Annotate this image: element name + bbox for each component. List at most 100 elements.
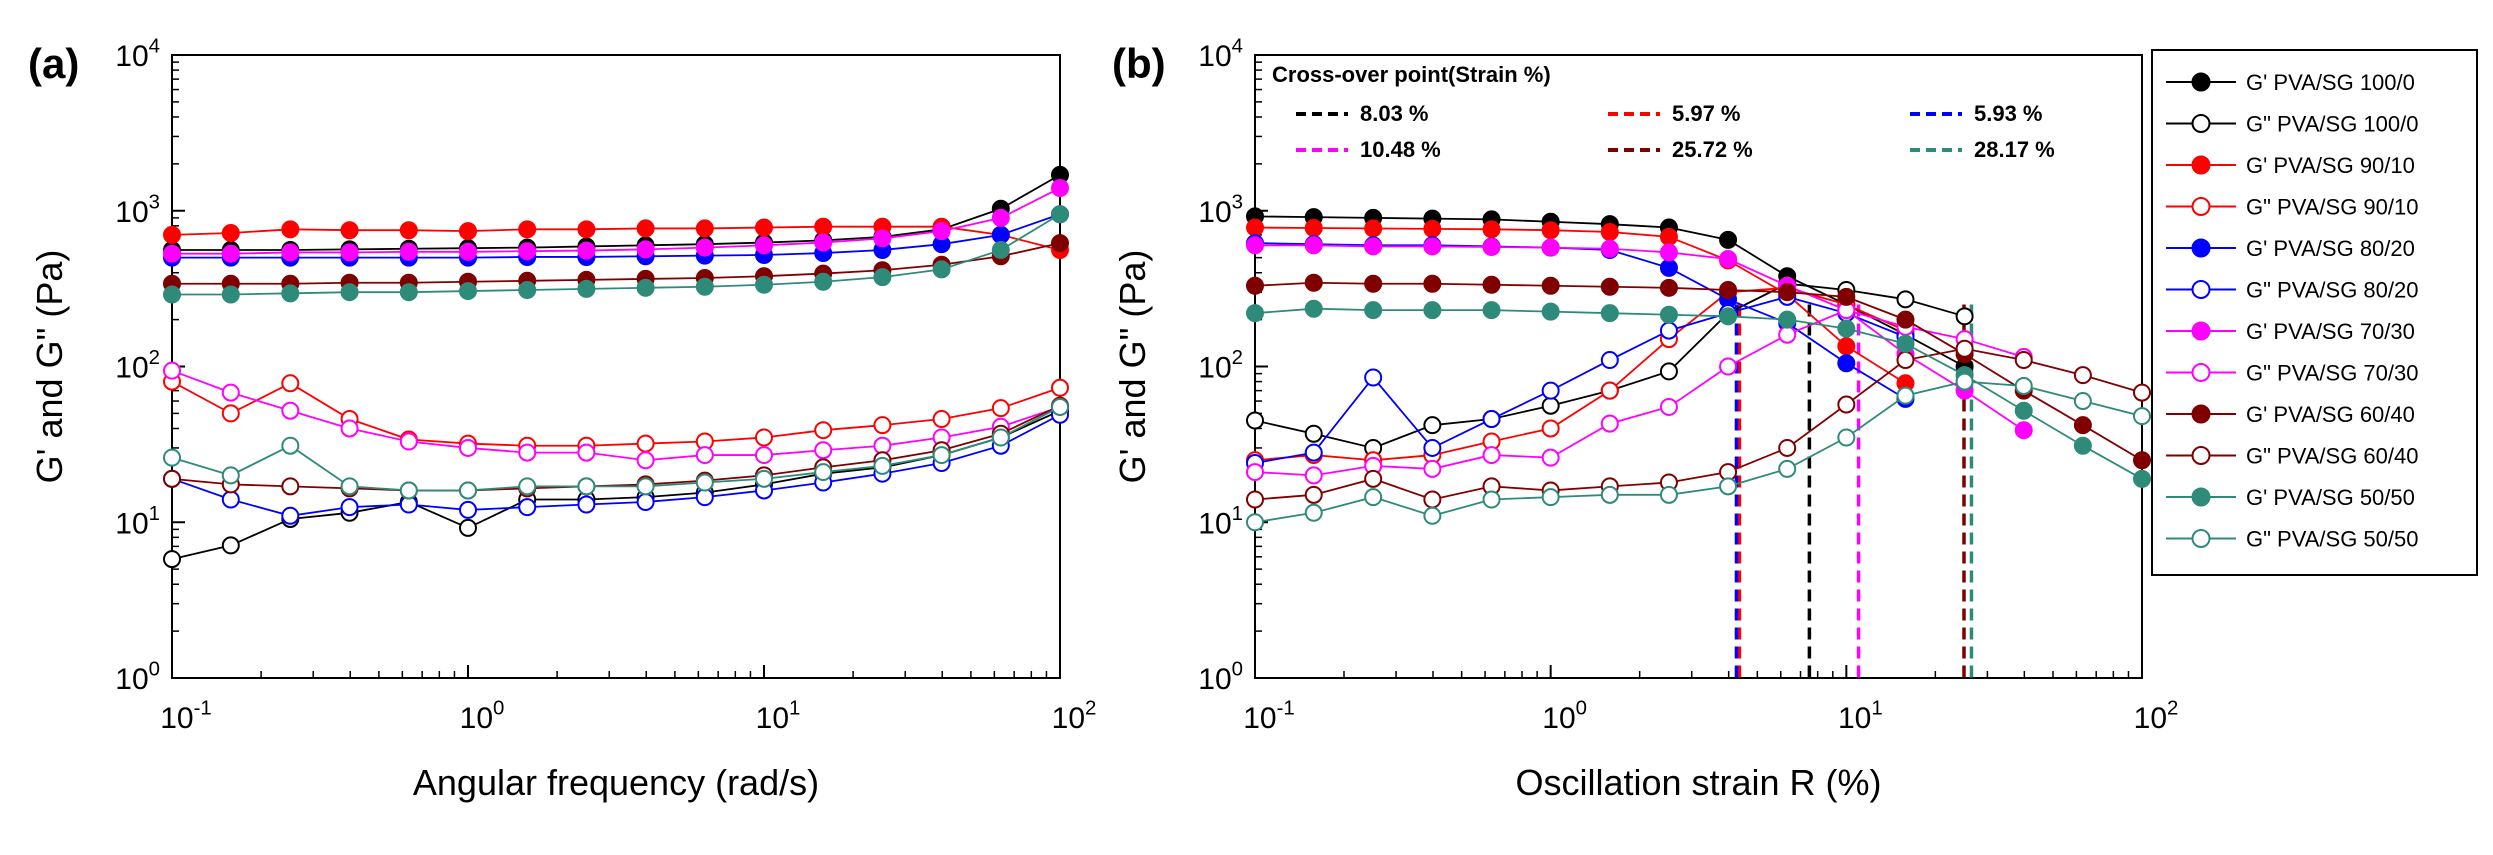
data-point — [1423, 237, 1442, 256]
data-point — [399, 283, 418, 302]
data-point — [1600, 381, 1619, 400]
data-point — [1837, 319, 1856, 338]
legend-label: G' PVA/SG 70/30 — [2246, 319, 2415, 344]
data-point — [1659, 278, 1678, 297]
data-point — [1659, 305, 1678, 324]
crossover-legend-label: 25.72 % — [1672, 137, 1753, 162]
legend-label: G" PVA/SG 80/20 — [2246, 278, 2419, 303]
data-point — [991, 240, 1010, 259]
series-line — [171, 225, 1061, 251]
data-point — [636, 240, 655, 259]
legend-frame — [2151, 49, 2478, 576]
series-g-pva-sg-70-30 — [163, 361, 1069, 470]
data-point — [1051, 178, 1069, 197]
data-point — [1423, 459, 1442, 478]
data-point — [1659, 321, 1678, 340]
data-point — [399, 481, 418, 500]
series-g-pva-sg-90-10 — [163, 217, 1069, 259]
data-point — [814, 272, 833, 291]
data-point — [695, 488, 714, 507]
data-point — [1600, 304, 1619, 323]
legend-marker — [2191, 404, 2211, 424]
crossover-legend-label: 5.93 % — [1974, 101, 2043, 126]
data-point — [340, 221, 359, 240]
y-tick-label: 100 — [1198, 659, 1243, 697]
y-tick-label: 101 — [1198, 503, 1243, 541]
y-tick-label: 101 — [115, 503, 160, 541]
data-point — [163, 448, 181, 467]
series-g-pva-sg-50-50 — [163, 397, 1069, 500]
data-point — [518, 477, 537, 496]
data-point — [281, 284, 300, 303]
data-point — [1719, 307, 1738, 326]
data-point — [636, 492, 655, 511]
data-point — [459, 500, 477, 519]
data-point — [1304, 273, 1323, 292]
series-g-pva-sg-70-30 — [1246, 301, 2033, 485]
data-point — [1051, 378, 1069, 397]
legend-item: G' PVA/SG 70/30 — [2166, 319, 2415, 344]
legend-label: G" PVA/SG 70/30 — [2246, 361, 2419, 386]
panel-label: (a) — [28, 40, 79, 87]
data-point — [459, 438, 477, 457]
legend-item: G' PVA/SG 100/0 — [2166, 70, 2415, 95]
data-point — [1246, 490, 1264, 509]
data-point — [1304, 424, 1323, 443]
data-point — [636, 219, 655, 238]
data-point — [1423, 301, 1442, 320]
data-point — [1659, 243, 1678, 262]
data-point — [2133, 451, 2151, 470]
series-line — [1254, 226, 1906, 385]
data-point — [814, 441, 833, 460]
series-g-pva-sg-80-20 — [1246, 287, 1915, 473]
data-point — [1719, 477, 1738, 496]
crossover-legend-label: 10.48 % — [1360, 137, 1441, 162]
legend-label: G' PVA/SG 100/0 — [2246, 70, 2415, 95]
legend-item: G' PVA/SG 60/40 — [2166, 402, 2415, 427]
data-point — [1659, 227, 1678, 246]
data-point — [1778, 459, 1797, 478]
data-point — [1246, 411, 1264, 430]
data-point — [163, 225, 181, 244]
crossover-legend-label: 5.97 % — [1672, 101, 1741, 126]
legend-item: G" PVA/SG 70/30 — [2166, 361, 2419, 386]
data-point — [281, 220, 300, 239]
data-point — [1896, 310, 1915, 329]
data-point — [1600, 239, 1619, 258]
x-tick-label: 100 — [1542, 698, 1587, 736]
data-point — [1246, 513, 1264, 532]
data-point — [2014, 376, 2033, 395]
legend-marker — [2191, 72, 2211, 92]
crossover-title: Cross-over point(Strain %) — [1272, 62, 1551, 87]
data-point — [1423, 490, 1442, 509]
data-point — [873, 229, 892, 248]
legend-label: G" PVA/SG 100/0 — [2246, 112, 2419, 137]
series-line — [1254, 347, 2143, 501]
series-line — [171, 380, 1061, 447]
data-point — [2073, 392, 2092, 411]
data-point — [1482, 446, 1501, 465]
data-point — [755, 446, 773, 465]
data-point — [221, 490, 240, 509]
data-point — [221, 244, 240, 263]
series-g-pva-sg-70-30 — [163, 178, 1069, 263]
legend-item: G" PVA/SG 100/0 — [2166, 112, 2419, 137]
data-point — [1246, 463, 1264, 482]
legend-marker — [2191, 363, 2211, 382]
data-point — [399, 242, 418, 261]
data-point — [636, 451, 655, 470]
series-line — [1254, 380, 2143, 524]
data-point — [399, 432, 418, 451]
data-point — [814, 463, 833, 482]
data-point — [991, 428, 1010, 447]
data-point — [221, 285, 240, 304]
y-axis-label: G' and G" (Pa) — [29, 250, 70, 484]
data-point — [873, 268, 892, 287]
data-point — [755, 428, 773, 447]
data-point — [518, 498, 537, 517]
legend-item: G' PVA/SG 90/10 — [2166, 153, 2415, 178]
data-point — [1541, 381, 1560, 400]
y-tick-label: 100 — [115, 659, 160, 697]
legend-item: G" PVA/SG 90/10 — [2166, 195, 2419, 220]
